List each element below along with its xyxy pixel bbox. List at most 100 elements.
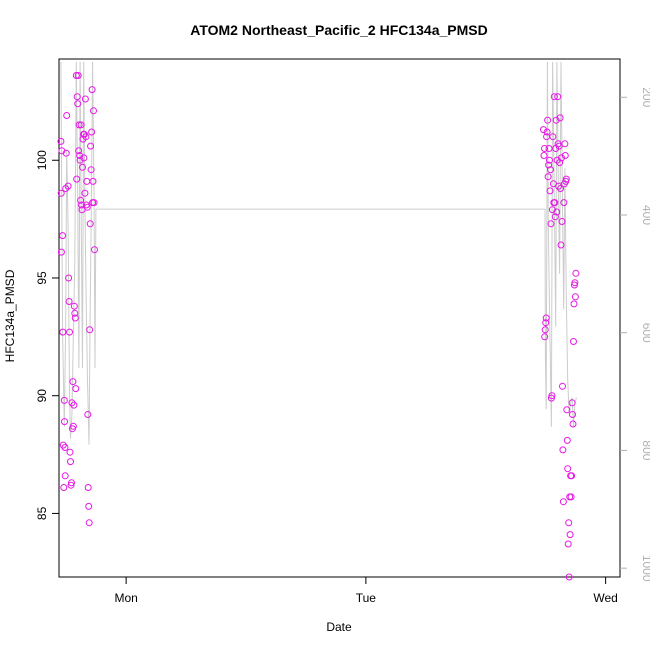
data-point: [81, 189, 89, 197]
data-point: [548, 392, 556, 400]
data-point: [68, 479, 75, 487]
data-point: [562, 175, 570, 183]
x-tick-label: Tue: [356, 591, 377, 605]
x-tick-label: Mon: [114, 591, 137, 605]
data-point: [76, 156, 84, 164]
data-point: [553, 208, 561, 216]
data-point: [81, 95, 89, 103]
data-point: [556, 159, 564, 167]
data-point: [560, 199, 568, 207]
data-point: [559, 446, 567, 454]
right-y-tick-label: 200: [640, 87, 650, 107]
data-point: [87, 166, 95, 174]
data-point: [85, 502, 93, 510]
y-tick-label: 90: [35, 389, 49, 403]
data-point: [568, 399, 576, 407]
data-point: [75, 121, 83, 129]
data-point: [77, 121, 85, 129]
altitude-line: [60, 61, 577, 445]
y-tick-label: 100: [35, 150, 49, 170]
data-point: [74, 72, 82, 79]
data-point: [83, 203, 91, 211]
data-point: [65, 298, 73, 305]
data-point: [68, 399, 76, 407]
data-point: [542, 319, 550, 327]
data-point: [569, 411, 576, 418]
data-point: [551, 213, 559, 221]
data-point: [59, 328, 67, 336]
x-tick-label: Wed: [593, 591, 617, 605]
right-y-tick-label: 400: [640, 205, 650, 225]
data-point: [572, 269, 580, 277]
data-point: [65, 274, 73, 282]
data-point: [567, 493, 575, 501]
data-point: [570, 300, 578, 308]
points-layer: [57, 72, 580, 581]
data-point: [554, 93, 562, 101]
right-y-axis: 200 400 600 800 1000: [620, 87, 650, 582]
data-point: [544, 173, 552, 181]
data-point: [571, 279, 579, 287]
plot-frame: [58, 58, 621, 578]
data-point: [61, 444, 69, 451]
data-point: [541, 333, 549, 341]
right-y-tick-label: 800: [640, 440, 650, 460]
data-point: [557, 241, 565, 249]
data-point: [566, 531, 574, 539]
data-point: [72, 385, 80, 393]
right-y-tick-label: 1000: [640, 555, 650, 582]
data-point: [571, 293, 579, 301]
data-point: [89, 177, 97, 185]
data-point: [86, 220, 94, 228]
data-point: [63, 112, 71, 119]
data-point: [88, 128, 96, 136]
data-point: [57, 189, 65, 197]
data-point: [570, 338, 577, 345]
data-point: [546, 156, 553, 164]
data-point: [69, 422, 77, 430]
data-point: [70, 401, 78, 409]
data-point: [556, 114, 564, 122]
data-point: [77, 196, 85, 204]
right-y-tick-label: 600: [640, 323, 650, 343]
data-point: [86, 326, 94, 334]
y-axis-label: HFC134a_PMSD: [3, 269, 17, 362]
data-point: [66, 448, 74, 456]
data-point: [73, 175, 81, 183]
data-point: [565, 573, 573, 581]
data-point: [543, 128, 551, 136]
data-point: [64, 182, 72, 190]
data-point: [557, 185, 564, 192]
data-point: [546, 187, 554, 195]
data-point: [85, 519, 93, 527]
data-point: [542, 314, 550, 322]
data-point: [559, 498, 567, 506]
data-point: [62, 185, 70, 192]
data-point: [563, 436, 571, 444]
data-point: [88, 86, 96, 94]
y-axis: 85 90 95 100: [35, 150, 59, 520]
data-point: [59, 232, 67, 240]
chart-title: ATOM2 Northeast_Pacific_2 HFC134a_PMSD: [190, 22, 487, 38]
data-point: [564, 540, 572, 548]
data-point: [70, 302, 78, 310]
data-point: [57, 248, 65, 256]
data-point: [549, 133, 557, 141]
data-point: [72, 72, 80, 79]
data-point: [559, 382, 566, 390]
y-tick-label: 95: [35, 271, 49, 285]
data-point: [57, 137, 65, 145]
data-point: [71, 309, 79, 317]
data-point: [541, 326, 549, 334]
data-point: [71, 314, 79, 322]
data-point: [61, 418, 68, 426]
data-point: [62, 149, 70, 157]
x-axis: Mon Tue Wed: [114, 577, 618, 605]
data-point: [547, 166, 554, 174]
data-point: [564, 465, 572, 473]
data-point: [84, 411, 92, 418]
altitude-line-layer: [60, 61, 577, 445]
data-point: [74, 100, 82, 108]
x-axis-label: Date: [326, 620, 352, 634]
